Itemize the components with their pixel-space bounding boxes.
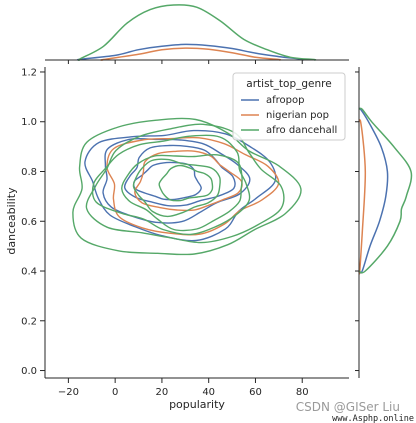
right-marginal-plot [355, 67, 413, 378]
right-marginal-afro-dancehall [358, 107, 413, 274]
watermark-line2: www.Asphp.online [332, 414, 414, 423]
kde-contour-afro-dancehall [72, 117, 302, 256]
x-tick-label: −20 [58, 387, 79, 398]
right-marginal-nigerian-pop [358, 119, 367, 275]
y-axis-label: danceability [5, 187, 18, 255]
axes: −20 0 20 40 60 80 0.0 0.2 0.4 0.6 0.8 1.0 1.2 [21, 67, 349, 398]
kde-contour-afro-dancehall [85, 123, 285, 244]
legend-title: artist_top_genre [246, 78, 331, 90]
legend-box [232, 72, 346, 141]
top-marginal-nigerian-pop [100, 47, 282, 61]
kde-contour-nigerian-pop [134, 150, 243, 212]
top-marginal-plot [45, 4, 349, 64]
y-tick-label: 1.0 [21, 117, 37, 128]
kde-contour-nigerian-pop [106, 136, 280, 236]
kde-contour-afro-dancehall [132, 158, 221, 218]
legend-entry: afro dancehall [266, 125, 337, 136]
kde-contour-afropop [84, 129, 277, 242]
y-tick-label: 0.4 [21, 267, 37, 278]
y-tick-label: 0.6 [21, 217, 37, 228]
kde-contour-afropop [102, 137, 251, 224]
y-tick-label: 0.2 [21, 316, 37, 327]
x-tick-label: 20 [156, 387, 169, 398]
legend-entry: afropop [266, 95, 304, 106]
watermark-line1: CSDN @GISer Liu [296, 400, 400, 414]
x-tick-label: 80 [296, 387, 309, 398]
top-marginal-afropop [76, 43, 305, 61]
right-marginal-afropop [358, 107, 389, 274]
legend-entry: nigerian pop [266, 110, 329, 121]
kde-contour-afro-dancehall [158, 164, 214, 202]
kde-contour-afro-dancehall [91, 134, 251, 236]
kde-contour-afro-dancehall [121, 153, 243, 232]
x-axis-label: popularity [169, 398, 225, 411]
y-tick-label: 1.2 [21, 67, 37, 78]
y-tick-label: 0.0 [21, 366, 37, 377]
kde-contour-afropop [123, 144, 236, 207]
x-tick-label: 60 [249, 387, 262, 398]
y-tick-label: 0.8 [21, 167, 37, 178]
top-marginal-afro-dancehall [77, 4, 317, 61]
x-tick-label: 0 [112, 387, 118, 398]
x-tick-label: 40 [202, 387, 215, 398]
